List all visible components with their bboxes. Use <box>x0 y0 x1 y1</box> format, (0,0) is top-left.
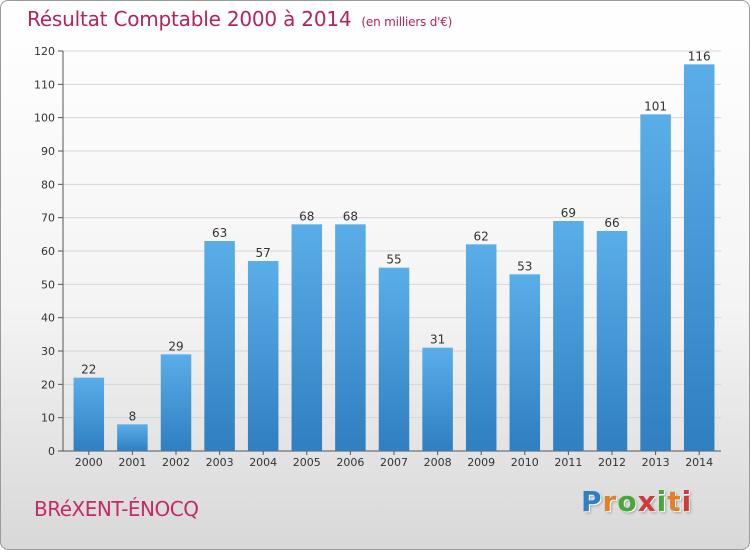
bar-2006 <box>335 224 366 451</box>
data-label-2011: 69 <box>561 206 576 220</box>
x-tick-label-2002: 2002 <box>162 456 190 469</box>
bar-2007 <box>378 267 410 451</box>
y-tick-label: 40 <box>41 312 55 325</box>
y-tick-label: 60 <box>41 245 55 258</box>
proxiti-logo[interactable]: Proxiti <box>581 485 693 529</box>
y-tick-label: 110 <box>34 78 55 91</box>
bar-2000 <box>73 377 105 451</box>
bar-2012 <box>596 231 628 451</box>
bar-2011 <box>553 221 584 451</box>
y-tick-label: 80 <box>41 178 55 191</box>
y-tick-label: 10 <box>41 412 55 425</box>
data-label-2004: 57 <box>256 246 271 260</box>
commune-name: BRéXENT-ÉNOCQ <box>34 497 199 521</box>
x-tick-label-2007: 2007 <box>380 456 408 469</box>
data-label-2013: 101 <box>644 99 667 113</box>
data-label-2000: 22 <box>81 363 96 377</box>
logo-letter: P <box>581 485 603 518</box>
logo-letter: r <box>602 485 618 518</box>
y-tick-label: 70 <box>41 212 55 225</box>
data-label-2003: 63 <box>212 226 227 240</box>
data-label-2010: 53 <box>517 259 532 273</box>
x-tick-label-2011: 2011 <box>554 456 582 469</box>
x-tick-label-2006: 2006 <box>336 456 364 469</box>
bar-2009 <box>465 244 497 451</box>
bar-2004 <box>247 261 279 451</box>
data-label-2001: 8 <box>129 409 137 423</box>
x-tick-label-2014: 2014 <box>685 456 713 469</box>
data-label-2005: 68 <box>299 209 314 223</box>
y-tick-label: 120 <box>34 45 55 58</box>
logo-letter: t <box>667 485 682 518</box>
data-label-2014: 116 <box>688 49 711 63</box>
bar-2008 <box>422 347 453 451</box>
y-tick-label: 20 <box>41 378 55 391</box>
x-tick-label-2001: 2001 <box>118 456 146 469</box>
x-tick-label-2012: 2012 <box>598 456 626 469</box>
x-tick-label-2000: 2000 <box>75 456 103 469</box>
y-tick-label: 100 <box>34 112 55 125</box>
chart-title-text: Résultat Comptable 2000 à 2014 <box>27 7 352 31</box>
x-tick-label-2013: 2013 <box>642 456 670 469</box>
y-tick-label: 30 <box>41 345 55 358</box>
logo-letter: i <box>681 485 693 518</box>
logo-letter: x <box>637 485 657 518</box>
x-tick-label-2003: 2003 <box>206 456 234 469</box>
bar-2014 <box>683 64 715 452</box>
data-label-2007: 55 <box>386 253 401 267</box>
x-tick-label-2008: 2008 <box>424 456 452 469</box>
bar-2013 <box>640 114 671 451</box>
chart-subtitle: (en milliers d'€) <box>361 15 453 29</box>
y-tick-label: 90 <box>41 145 55 158</box>
data-label-2006: 68 <box>343 209 358 223</box>
logo-letter: i <box>656 485 668 518</box>
bar-2005 <box>291 224 323 451</box>
data-label-2008: 31 <box>430 333 445 347</box>
data-label-2012: 66 <box>604 216 619 230</box>
data-label-2009: 62 <box>474 229 489 243</box>
x-tick-label-2010: 2010 <box>511 456 539 469</box>
logo-letter: o <box>617 485 638 518</box>
x-tick-label-2004: 2004 <box>249 456 277 469</box>
y-tick-label: 50 <box>41 278 55 291</box>
x-tick-label-2005: 2005 <box>293 456 321 469</box>
bar-2002 <box>160 354 192 451</box>
bar-2010 <box>509 274 541 451</box>
y-tick-label: 0 <box>48 445 55 458</box>
data-label-2002: 29 <box>168 339 183 353</box>
x-tick-label-2009: 2009 <box>467 456 495 469</box>
bar-2003 <box>204 241 235 451</box>
chart-title: Résultat Comptable 2000 à 2014 (en millie… <box>27 7 452 31</box>
bar-2001 <box>117 424 148 451</box>
